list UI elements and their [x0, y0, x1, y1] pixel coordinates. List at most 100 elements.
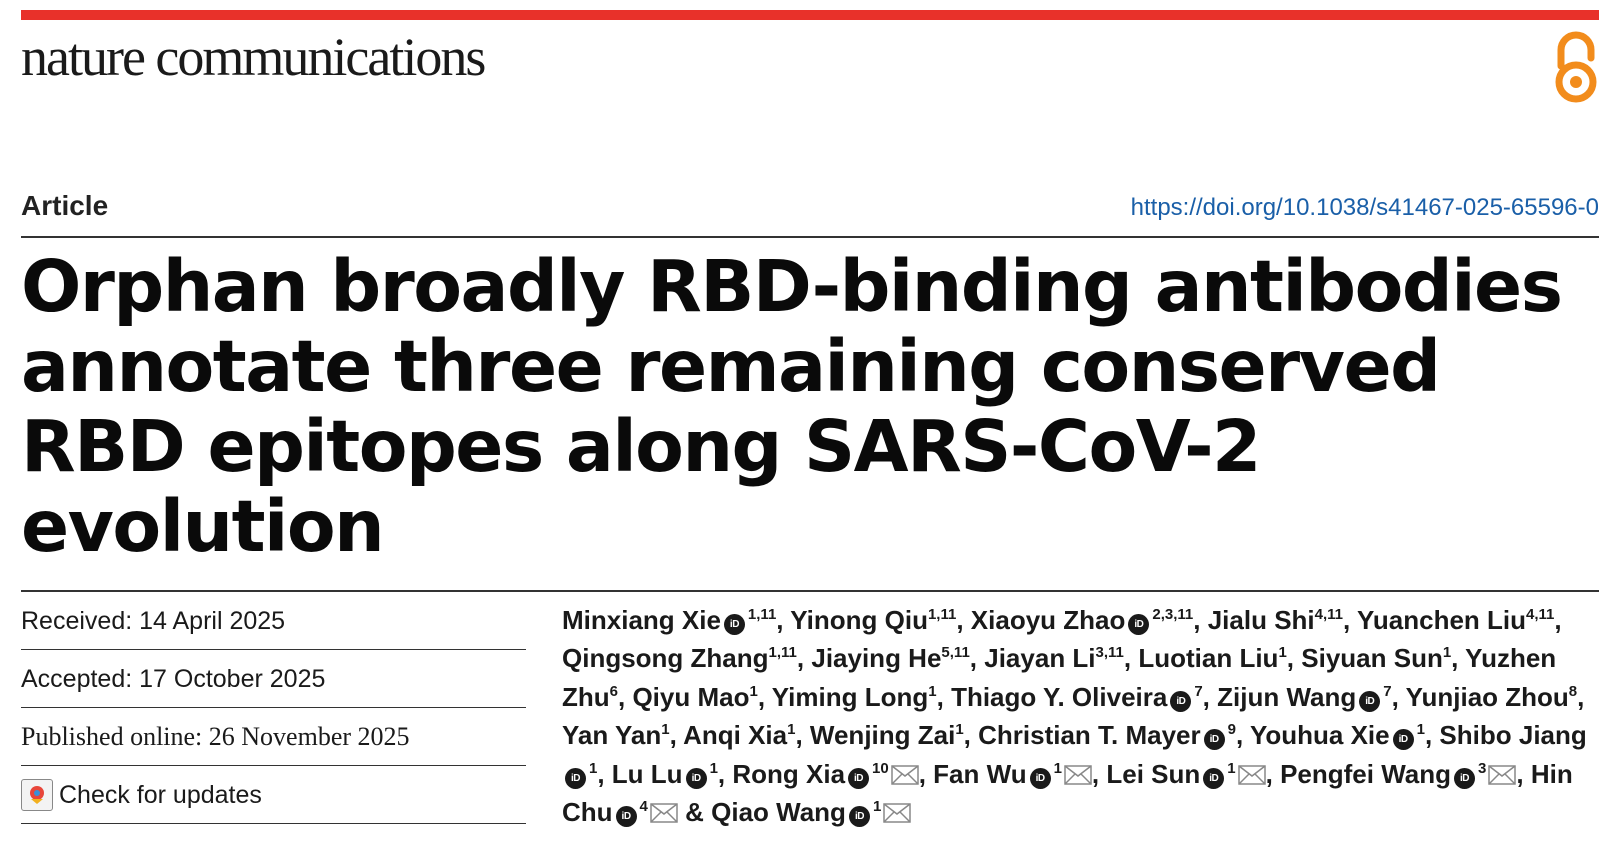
email-icon[interactable] — [1064, 764, 1092, 785]
author-separator: , — [956, 605, 971, 635]
author-affiliation: 3 — [1478, 759, 1487, 777]
author-name: Lu Lu — [611, 758, 683, 789]
author-affiliation: 1 — [1278, 644, 1287, 662]
received-date: Received: 14 April 2025 — [21, 592, 526, 650]
orcid-icon[interactable]: iD — [685, 767, 707, 789]
orcid-icon[interactable]: iD — [723, 614, 745, 635]
author-separator: , — [1265, 758, 1281, 789]
author-separator: , — [1451, 643, 1466, 674]
author-20[interactable]: Youhua Xie iD1 — [1250, 720, 1425, 751]
author-affiliation: 1 — [872, 798, 882, 816]
article-type: Article — [21, 190, 109, 221]
author-affiliation: 1 — [928, 682, 937, 700]
author-affiliation: 10 — [872, 759, 889, 777]
orcid-icon[interactable]: iD — [1128, 614, 1150, 635]
orcid-icon[interactable]: iD — [848, 806, 870, 828]
author-15[interactable]: Yunjiao Zhou8 — [1406, 682, 1578, 712]
author-separator: , — [776, 605, 791, 635]
author-name: Wenjing Zai — [809, 720, 956, 751]
author-separator: , — [1202, 681, 1218, 712]
orcid-icon[interactable]: iD — [1170, 690, 1192, 712]
author-7[interactable]: Jiayan Li3,11 — [984, 643, 1124, 673]
author-name: Fan Wu — [933, 758, 1027, 789]
header-divider — [21, 236, 1599, 238]
author-affiliation: 1 — [661, 721, 670, 739]
author-11[interactable]: Qiyu Mao1 — [632, 682, 757, 712]
author-18[interactable]: Wenjing Zai1 — [810, 720, 964, 750]
orcid-icon[interactable]: iD — [1359, 690, 1381, 712]
author-1[interactable]: Yinong Qiu1,11 — [790, 605, 956, 635]
author-5[interactable]: Qingsong Zhang1,11 — [562, 643, 797, 673]
journal-name[interactable]: nature communications — [21, 27, 486, 87]
email-icon[interactable] — [1237, 764, 1266, 785]
author-8[interactable]: Luotian Liu1 — [1138, 643, 1286, 673]
author-separator: , — [795, 720, 810, 751]
email-icon[interactable] — [890, 764, 919, 785]
author-4[interactable]: Yuanchen Liu4,11 — [1357, 605, 1554, 635]
author-name: Rong Xia — [732, 758, 846, 789]
author-separator: , — [717, 758, 733, 789]
author-name: Jiayan Li — [984, 643, 1096, 674]
author-list: Minxiang Xie iD1,11, Yinong Qiu1,11, Xiao… — [562, 601, 1612, 831]
author-9[interactable]: Siyuan Sun1 — [1301, 643, 1451, 673]
author-affiliation: 1,11 — [747, 606, 777, 623]
author-affiliation: 6 — [609, 682, 618, 700]
author-23[interactable]: Rong Xia iD10 — [732, 758, 919, 789]
check-for-updates-button[interactable]: Check for updates — [21, 766, 526, 824]
author-26[interactable]: Pengfei Wang iD3 — [1280, 759, 1517, 789]
author-separator: , — [597, 758, 612, 789]
orcid-icon[interactable]: iD — [1029, 767, 1051, 789]
email-icon[interactable] — [650, 803, 678, 823]
author-12[interactable]: Yiming Long1 — [772, 682, 937, 712]
author-24[interactable]: Fan Wu iD1 — [933, 759, 1092, 789]
orcid-icon[interactable]: iD — [615, 806, 637, 828]
author-affiliation: 5,11 — [941, 644, 970, 662]
author-separator: , — [618, 681, 633, 712]
author-13[interactable]: Thiago Y. Oliveira iD7 — [951, 682, 1203, 712]
author-3[interactable]: Jialu Shi4,11 — [1208, 605, 1343, 635]
orcid-icon[interactable]: iD — [848, 767, 870, 789]
author-name: Yiming Long — [771, 681, 929, 712]
author-affiliation: 1 — [1053, 759, 1062, 777]
email-icon[interactable] — [883, 803, 912, 823]
orcid-icon[interactable]: iD — [1203, 729, 1225, 751]
author-25[interactable]: Lei Sun iD1 — [1106, 759, 1266, 789]
author-separator: , — [757, 681, 772, 712]
author-separator: , — [796, 643, 812, 674]
author-6[interactable]: Jiaying He5,11 — [811, 643, 969, 673]
author-2[interactable]: Xiaoyu Zhao iD2,3,11 — [971, 605, 1193, 635]
author-separator: , — [936, 681, 952, 712]
author-28[interactable]: Qiao Wang iD1 — [711, 797, 912, 828]
author-affiliation: 1 — [1442, 644, 1452, 662]
author-affiliation: 1 — [709, 759, 718, 777]
orcid-icon[interactable]: iD — [1454, 767, 1476, 789]
orcid-icon[interactable]: iD — [565, 767, 586, 789]
author-separator: , — [669, 720, 684, 751]
author-name: Jialu Shi — [1207, 605, 1315, 635]
author-10[interactable]: Yuzhen Zhu6 — [562, 643, 1556, 711]
author-19[interactable]: Christian T. Mayer iD9 — [978, 720, 1236, 751]
author-21[interactable]: Shibo JiangiD1 — [562, 720, 1587, 789]
author-17[interactable]: Anqi Xia1 — [683, 720, 795, 750]
author-affiliation: 2,3,11 — [1152, 606, 1194, 623]
check-for-updates-label: Check for updates — [59, 780, 262, 809]
author-22[interactable]: Lu Lu iD1 — [612, 759, 718, 789]
author-separator: , — [1123, 643, 1139, 674]
author-separator: , — [1577, 681, 1585, 712]
doi-link[interactable]: https://doi.org/10.1038/s41467-025-65596… — [1130, 194, 1599, 221]
orcid-icon[interactable]: iD — [1203, 767, 1225, 789]
author-0[interactable]: Minxiang Xie iD1,11 — [562, 605, 776, 635]
author-separator: & — [677, 797, 712, 828]
author-name: Qiyu Mao — [632, 681, 750, 712]
published-date: Published online: 26 November 2025 — [21, 708, 526, 766]
author-affiliation: 3,11 — [1095, 644, 1124, 662]
author-affiliation: 9 — [1227, 721, 1236, 739]
author-name: Minxiang Xie — [562, 605, 721, 635]
author-affiliation: 7 — [1194, 682, 1203, 700]
email-icon[interactable] — [1488, 764, 1517, 785]
author-separator: , — [1343, 605, 1357, 635]
orcid-icon[interactable]: iD — [1392, 729, 1414, 751]
author-16[interactable]: Yan Yan1 — [562, 720, 670, 750]
author-14[interactable]: Zijun Wang iD7 — [1217, 682, 1392, 712]
author-27[interactable]: Hin Chu iD4 — [562, 759, 1573, 828]
